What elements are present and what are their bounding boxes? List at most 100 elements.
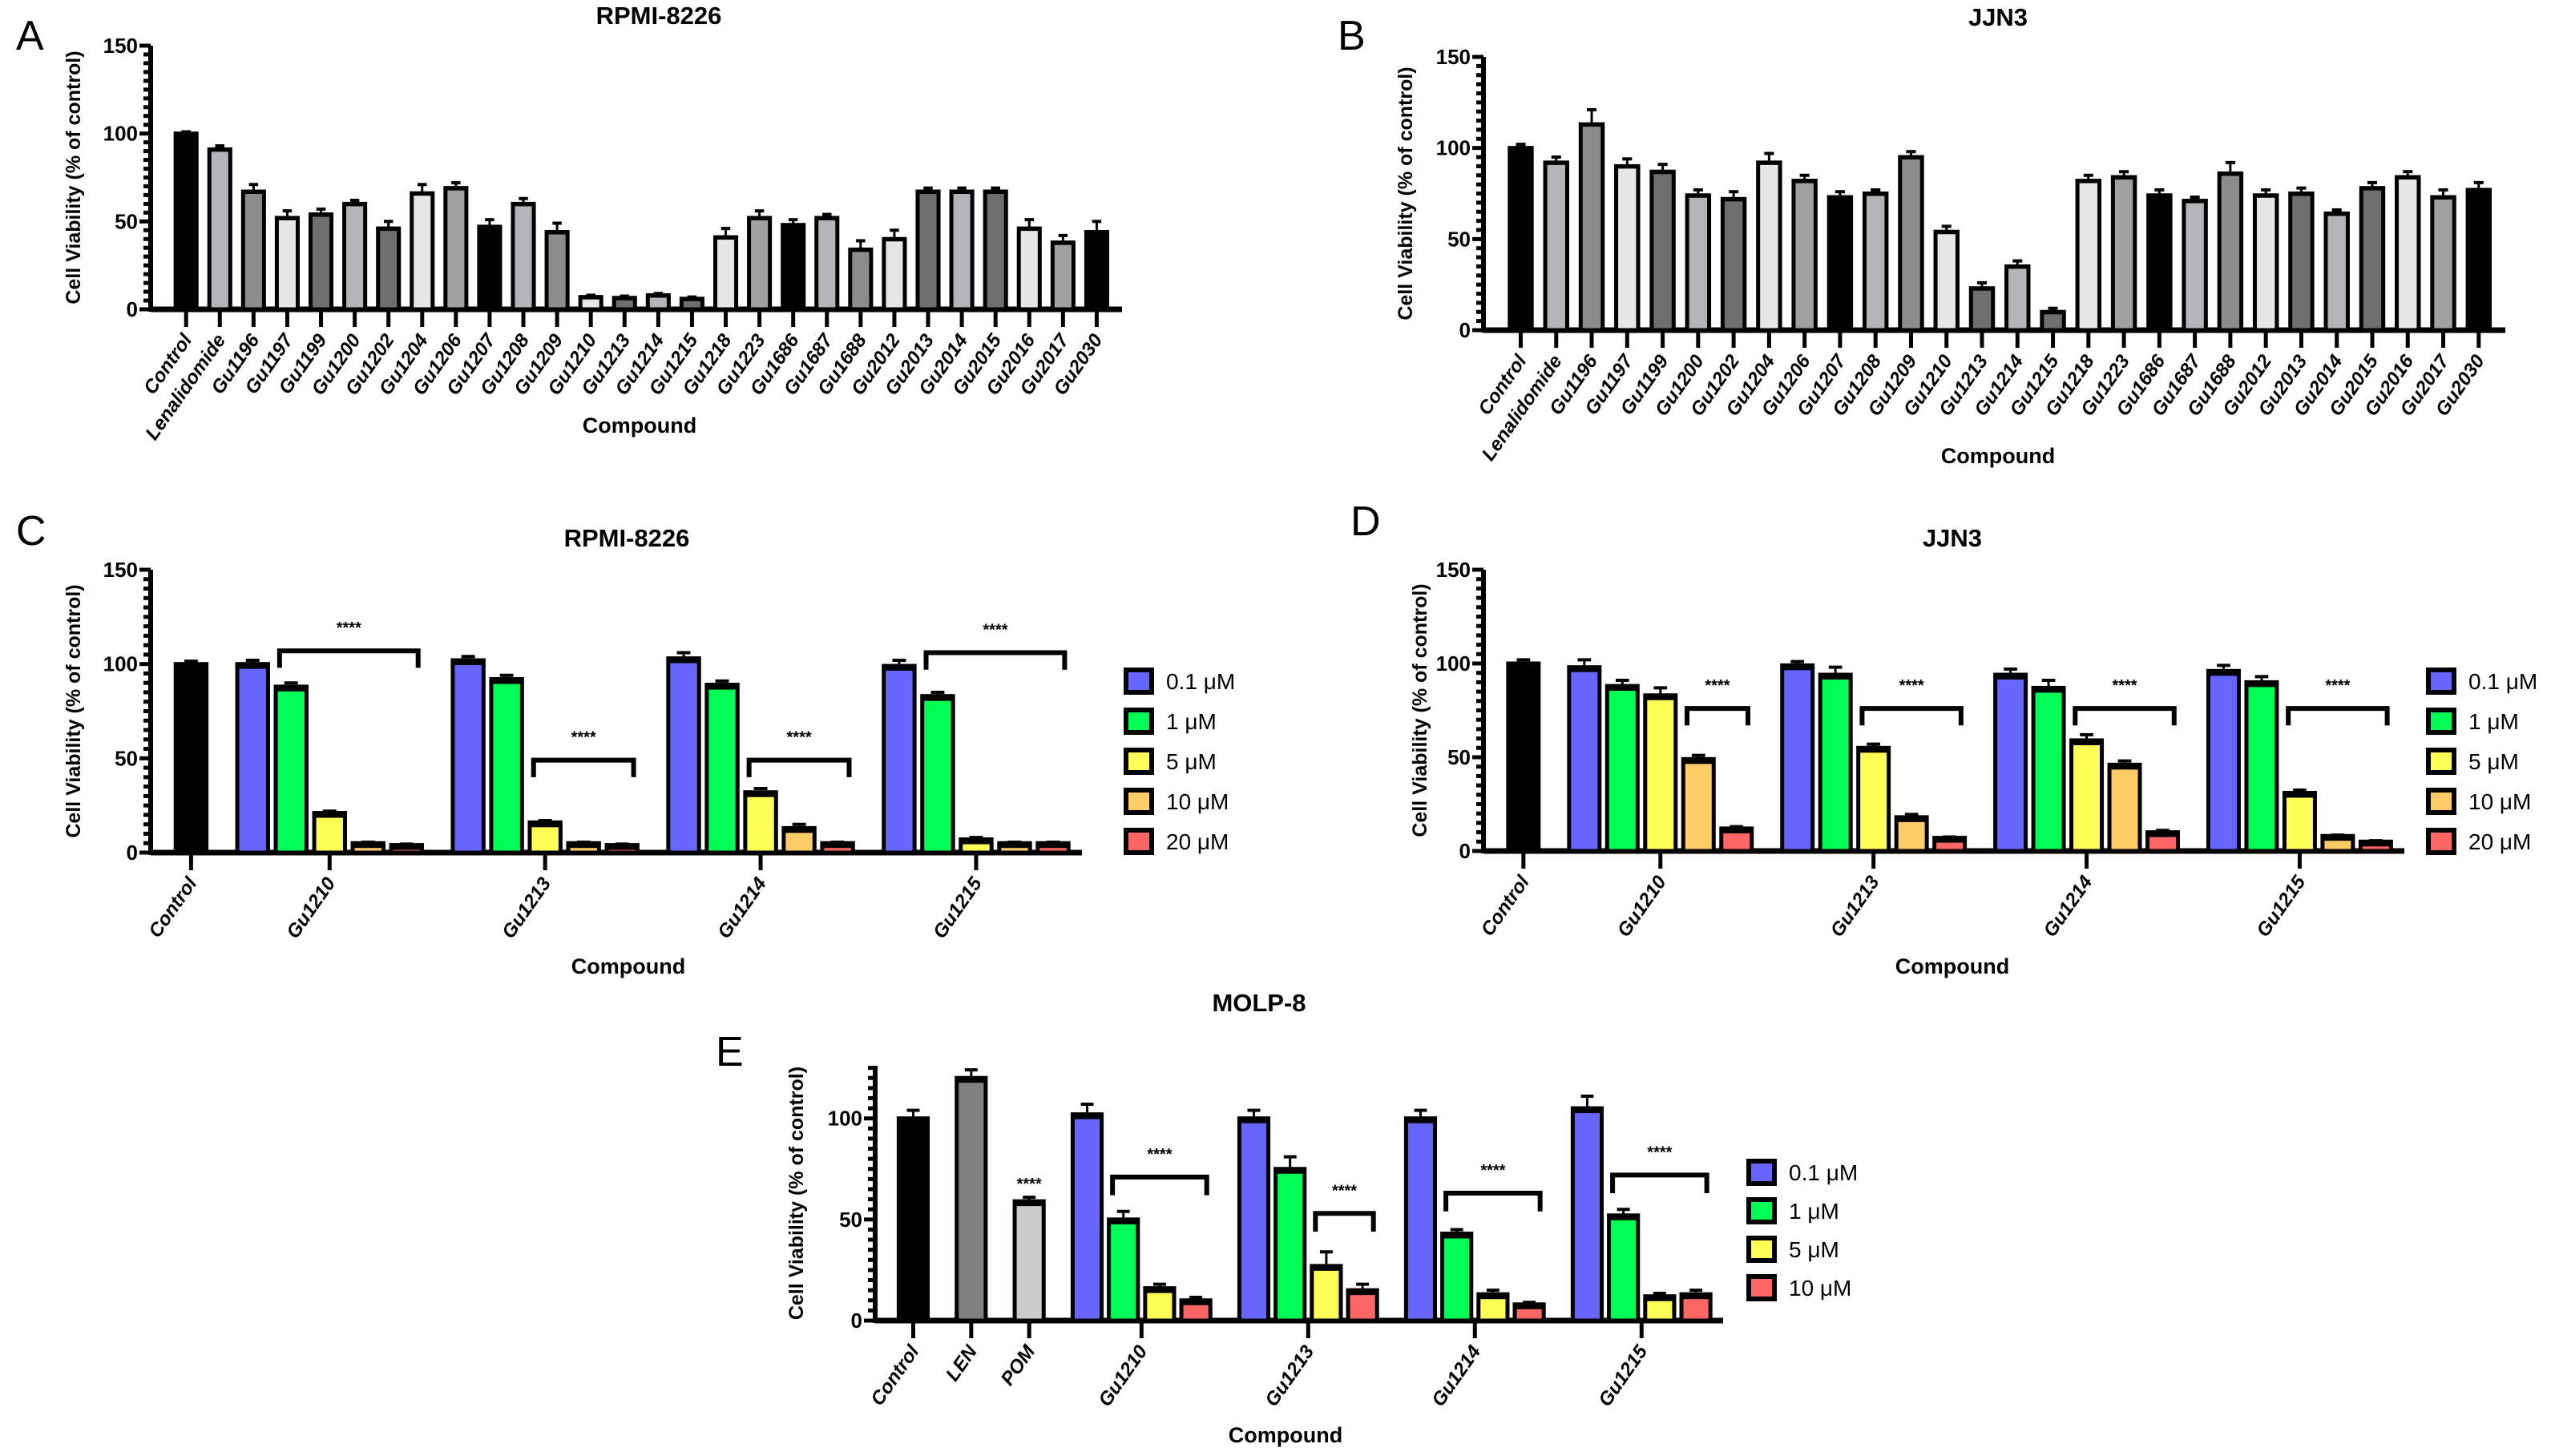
bar-top-edge xyxy=(1478,1293,1508,1300)
y-tick-label: 50 xyxy=(115,209,138,233)
bar-top-edge xyxy=(2325,212,2348,216)
bar xyxy=(1403,1116,1438,1323)
bar-top-edge xyxy=(1509,146,1532,151)
significance-label: **** xyxy=(983,622,1007,639)
x-tick-label: Control xyxy=(866,1341,924,1410)
bar-top-edge xyxy=(1037,841,1069,849)
panel-a: A RPMI-8226 Compound Cell Viability (% of c… xyxy=(16,2,1122,444)
bar xyxy=(1898,155,1924,333)
bar xyxy=(2069,738,2105,853)
bar xyxy=(342,201,368,312)
bar-top-edge xyxy=(1015,1200,1044,1207)
y-tick-label: 100 xyxy=(828,1107,862,1131)
bar-top-edge xyxy=(1995,673,2026,680)
bar-top-edge xyxy=(1580,123,1603,127)
legend-swatch xyxy=(2426,788,2456,815)
bar xyxy=(882,663,917,855)
legend-label: 20 μM xyxy=(2468,829,2531,854)
legend-swatch xyxy=(2426,748,2456,775)
bar xyxy=(1578,122,1605,333)
bar-top-edge xyxy=(1934,836,1965,843)
panel-label: D xyxy=(1350,498,1381,545)
bar xyxy=(1614,163,1641,333)
bar-top-edge xyxy=(411,192,433,196)
bar-top-edge xyxy=(745,790,777,797)
bar-top-edge xyxy=(1758,160,1781,165)
bar xyxy=(376,226,402,312)
bar-top-edge xyxy=(2468,188,2490,192)
bar-top-edge xyxy=(2183,199,2206,204)
bar xyxy=(274,216,300,312)
y-tick-label: 150 xyxy=(1436,558,1471,582)
y-axis-label: Cell Viability (% of control) xyxy=(63,50,85,304)
bar-top-edge xyxy=(243,190,264,195)
chart-title: RPMI-8226 xyxy=(564,524,690,552)
x-axis-label: Compound xyxy=(1229,1423,1342,1447)
bar-top-edge xyxy=(1144,1286,1175,1293)
x-tick-label: Gu1215 xyxy=(929,873,987,942)
bar xyxy=(1050,240,1076,312)
bar-top-edge xyxy=(1052,240,1074,245)
y-tick-label: 150 xyxy=(103,558,138,582)
bar xyxy=(1818,672,1853,853)
bar xyxy=(1070,1112,1104,1323)
bar-top-edge xyxy=(1681,1293,1711,1300)
bar xyxy=(235,662,270,855)
bar-top-edge xyxy=(922,694,954,701)
significance-bracket xyxy=(1443,1191,1543,1212)
bar-top-edge xyxy=(2208,669,2239,676)
bar-top-edge xyxy=(883,664,915,672)
bar-top-edge xyxy=(898,1116,928,1123)
bar xyxy=(1604,684,1640,853)
bar-top-edge xyxy=(1829,196,1851,200)
bar-top-edge xyxy=(1545,160,1568,165)
significance-label: **** xyxy=(787,729,812,747)
legend-label: 1 μM xyxy=(1166,709,1217,734)
bar xyxy=(2288,192,2315,333)
bar xyxy=(1016,226,1042,312)
bar xyxy=(2282,790,2317,853)
bar xyxy=(949,189,975,312)
bar-top-edge xyxy=(951,190,973,195)
bar-top-edge xyxy=(391,843,422,850)
bar xyxy=(2217,171,2244,333)
bar-top-edge xyxy=(1793,179,1816,184)
bar-top-edge xyxy=(816,216,838,220)
x-axis-label: Compound xyxy=(583,413,696,438)
bar-top-edge xyxy=(1515,1302,1544,1309)
bar xyxy=(1933,229,1960,333)
panel-label: C xyxy=(16,508,46,555)
bar xyxy=(743,790,778,855)
bar-top-edge xyxy=(580,295,602,300)
legend-swatch xyxy=(2426,668,2456,695)
legend-swatch xyxy=(2426,708,2456,735)
bar-top-edge xyxy=(2219,171,2242,176)
x-tick-label: Gu1214 xyxy=(713,873,771,943)
bar-top-edge xyxy=(2113,175,2135,180)
bar xyxy=(1780,663,1815,853)
bar-top-edge xyxy=(850,248,871,252)
x-tick-label: Control xyxy=(1477,871,1535,940)
bar-top-edge xyxy=(1858,746,1889,753)
bar-top-edge xyxy=(445,186,466,191)
bar-top-edge xyxy=(314,811,345,818)
bar xyxy=(2395,175,2421,333)
x-axis-label: Compound xyxy=(1941,444,2055,468)
bar-top-edge xyxy=(478,224,500,229)
bar-top-edge xyxy=(1687,193,1709,198)
legend-label: 1 μM xyxy=(1789,1199,1839,1224)
panel-label: E xyxy=(716,1029,744,1075)
y-tick-label: 0 xyxy=(1459,839,1471,863)
bar-top-edge xyxy=(2077,179,2100,184)
bar-top-edge xyxy=(668,656,700,663)
bar xyxy=(1968,286,1996,333)
bar xyxy=(1084,229,1109,312)
bar-top-edge xyxy=(2361,186,2383,191)
bar-top-edge xyxy=(1971,286,1993,291)
y-tick-label: 100 xyxy=(103,652,138,676)
bar xyxy=(983,189,1008,312)
bar-top-edge xyxy=(2006,264,2028,269)
bar xyxy=(1643,693,1678,853)
bar xyxy=(920,694,955,855)
bar-top-edge xyxy=(715,236,737,240)
